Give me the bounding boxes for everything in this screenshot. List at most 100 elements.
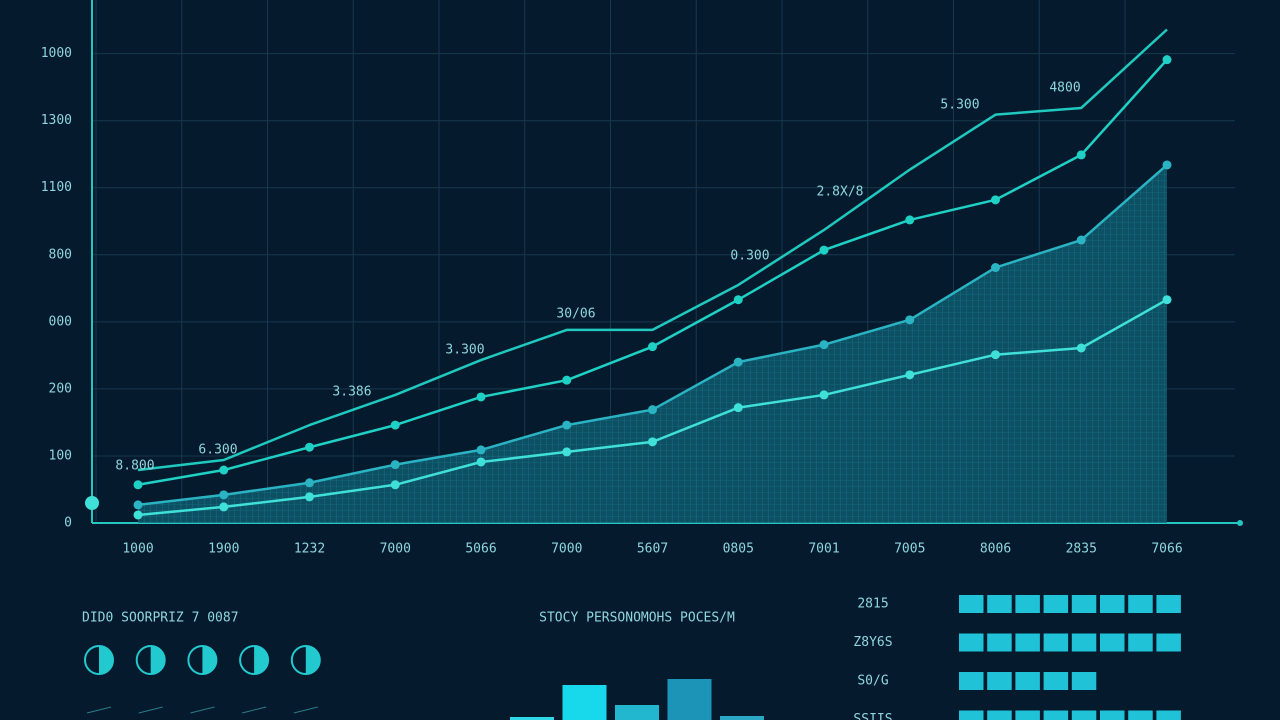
segment bbox=[1071, 710, 1097, 720]
segment bbox=[1043, 633, 1069, 652]
segment-bar bbox=[959, 595, 1181, 613]
marker bbox=[219, 465, 229, 475]
row-label: SSIIS bbox=[853, 712, 892, 720]
segment bbox=[1156, 633, 1181, 652]
marker bbox=[305, 442, 314, 452]
marker bbox=[476, 457, 486, 467]
segment bbox=[1100, 595, 1125, 613]
annotation: 0.300 bbox=[730, 249, 769, 264]
segment bbox=[987, 633, 1012, 652]
segment bbox=[1015, 710, 1040, 720]
segment bbox=[1100, 633, 1125, 652]
marker bbox=[219, 502, 229, 512]
bar bbox=[562, 685, 607, 720]
segment-bar bbox=[959, 672, 1097, 690]
marker bbox=[1076, 150, 1086, 160]
gauge-fill bbox=[202, 646, 217, 674]
marker bbox=[390, 460, 400, 470]
segment bbox=[1015, 633, 1040, 652]
marker bbox=[819, 340, 829, 350]
segment-bar bbox=[959, 633, 1181, 652]
segment bbox=[1015, 595, 1040, 613]
marker bbox=[648, 405, 657, 415]
marker bbox=[219, 490, 229, 500]
marker bbox=[133, 480, 143, 490]
gauge-title: DID0 SOORPRIZ 7 0087 bbox=[82, 611, 239, 626]
marker bbox=[305, 478, 314, 488]
marker bbox=[905, 215, 915, 225]
x-tick-label: 7000 bbox=[551, 542, 582, 557]
marker bbox=[562, 447, 572, 457]
series-line bbox=[137, 28, 1168, 472]
marker bbox=[476, 392, 486, 402]
annotation: 5.300 bbox=[940, 98, 979, 113]
marker bbox=[733, 403, 743, 413]
gauge-fill bbox=[305, 646, 320, 674]
y-tick-label: 100 bbox=[49, 448, 72, 463]
segment-bar bbox=[959, 710, 1181, 720]
gauge-tick bbox=[190, 706, 215, 714]
row-label: Z8Y6S bbox=[853, 635, 892, 650]
marker bbox=[305, 492, 314, 502]
marker bbox=[133, 510, 143, 520]
x-tick-label: 7000 bbox=[380, 542, 411, 557]
gauge-tick bbox=[241, 706, 267, 714]
segment bbox=[1015, 672, 1040, 690]
marker bbox=[819, 390, 829, 400]
segment bbox=[987, 672, 1012, 690]
segment bbox=[1156, 595, 1181, 613]
bar-title: STOCY PERSONOMOHS POCES/M bbox=[539, 611, 735, 626]
x-tick-label: 2835 bbox=[1066, 542, 1097, 557]
annotation: 4800 bbox=[1049, 81, 1080, 96]
gauge-tick bbox=[293, 706, 318, 714]
axis-end-dot bbox=[1237, 520, 1243, 526]
y-tick-label: 1100 bbox=[41, 180, 72, 195]
marker bbox=[390, 420, 400, 430]
segment bbox=[1128, 633, 1153, 652]
segment bbox=[959, 672, 984, 690]
gauge-fill bbox=[150, 646, 165, 674]
marker bbox=[562, 420, 572, 430]
marker bbox=[476, 445, 486, 455]
y-tick-label: 0 bbox=[64, 516, 72, 531]
x-tick-label: 8006 bbox=[980, 542, 1011, 557]
bar bbox=[510, 717, 554, 720]
segment bbox=[1071, 672, 1097, 690]
bar bbox=[720, 716, 764, 720]
segment bbox=[1071, 595, 1097, 613]
gauge-tick bbox=[86, 706, 112, 714]
segment bbox=[1043, 595, 1069, 613]
marker bbox=[1076, 343, 1086, 353]
y-tick-label: 800 bbox=[49, 247, 72, 262]
marker bbox=[991, 263, 1000, 273]
x-tick-label: 1900 bbox=[208, 542, 239, 557]
x-tick-label: 0805 bbox=[723, 542, 754, 557]
x-tick-label: 7066 bbox=[1151, 542, 1182, 557]
segment bbox=[959, 710, 984, 720]
segment bbox=[1128, 595, 1153, 613]
bar bbox=[615, 705, 659, 720]
segment bbox=[987, 710, 1012, 720]
segment bbox=[1071, 633, 1097, 652]
segment bbox=[1156, 710, 1181, 720]
marker bbox=[1162, 160, 1172, 170]
segment bbox=[987, 595, 1012, 613]
bar bbox=[667, 679, 712, 720]
marker bbox=[905, 370, 915, 380]
marker bbox=[733, 357, 743, 367]
row-label: S0/G bbox=[857, 674, 888, 689]
marker bbox=[133, 500, 143, 510]
marker bbox=[991, 350, 1000, 360]
x-tick-label: 5607 bbox=[637, 542, 668, 557]
segment bbox=[959, 595, 984, 613]
marker bbox=[648, 437, 657, 447]
origin-dot bbox=[85, 496, 99, 510]
marker bbox=[733, 295, 743, 305]
x-tick-label: 7005 bbox=[894, 542, 925, 557]
marker bbox=[1162, 295, 1172, 305]
segment bbox=[1128, 710, 1153, 720]
segment bbox=[1043, 710, 1069, 720]
y-tick-label: 200 bbox=[49, 381, 72, 396]
y-tick-label: 000 bbox=[49, 314, 72, 329]
